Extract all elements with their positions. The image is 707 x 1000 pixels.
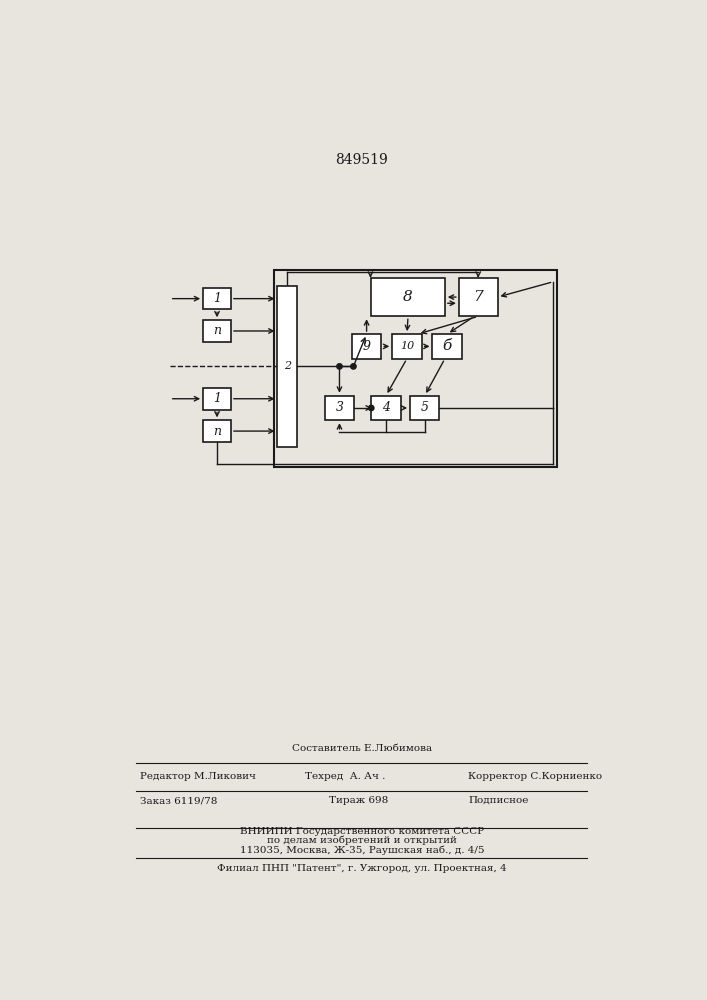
Text: п: п bbox=[213, 425, 221, 438]
Circle shape bbox=[337, 364, 342, 369]
Bar bbox=[203, 420, 231, 442]
Text: 3: 3 bbox=[336, 401, 344, 414]
Text: 5: 5 bbox=[421, 401, 428, 414]
Text: п: п bbox=[213, 324, 221, 337]
Bar bbox=[203, 288, 231, 309]
Bar bbox=[203, 388, 231, 410]
Bar bbox=[277, 286, 297, 447]
Bar bbox=[371, 396, 401, 420]
Bar bbox=[203, 320, 231, 342]
Text: Техред  А. Ач .: Техред А. Ач . bbox=[305, 772, 386, 781]
Bar bbox=[371, 278, 445, 316]
Text: Подписное: Подписное bbox=[468, 796, 529, 805]
Bar bbox=[410, 396, 440, 420]
Text: ВНИИПИ Государственного комитета СССР: ВНИИПИ Государственного комитета СССР bbox=[240, 827, 484, 836]
Bar bbox=[274, 270, 557, 466]
Text: 8: 8 bbox=[403, 290, 413, 304]
Circle shape bbox=[351, 364, 356, 369]
Text: 4: 4 bbox=[382, 401, 390, 414]
Bar bbox=[352, 334, 381, 359]
Text: Филиал ПНП "Патент", г. Ужгород, ул. Проектная, 4: Филиал ПНП "Патент", г. Ужгород, ул. Про… bbox=[217, 864, 507, 873]
Text: 7: 7 bbox=[473, 290, 483, 304]
Text: б: б bbox=[443, 339, 452, 353]
Bar bbox=[325, 396, 354, 420]
Text: 113035, Москва, Ж-35, Раушская наб., д. 4/5: 113035, Москва, Ж-35, Раушская наб., д. … bbox=[240, 845, 484, 855]
Circle shape bbox=[368, 405, 374, 411]
Text: Корректор С.Корниенко: Корректор С.Корниенко bbox=[468, 772, 602, 781]
Text: Редактор М.Ликович: Редактор М.Ликович bbox=[140, 772, 256, 781]
Text: 2: 2 bbox=[284, 361, 291, 371]
Text: по делам изобретений и открытий: по делам изобретений и открытий bbox=[267, 836, 457, 845]
Text: 849519: 849519 bbox=[336, 153, 388, 167]
Text: 10: 10 bbox=[399, 341, 414, 351]
Bar bbox=[433, 334, 462, 359]
Text: Тираж 698: Тираж 698 bbox=[329, 796, 388, 805]
Text: Составитель Е.Любимова: Составитель Е.Любимова bbox=[292, 744, 432, 753]
Text: Заказ 6119/78: Заказ 6119/78 bbox=[140, 796, 218, 805]
Text: 9: 9 bbox=[363, 340, 370, 353]
Text: 1: 1 bbox=[213, 292, 221, 305]
Bar bbox=[392, 334, 421, 359]
Bar bbox=[459, 278, 498, 316]
Text: 1: 1 bbox=[213, 392, 221, 405]
